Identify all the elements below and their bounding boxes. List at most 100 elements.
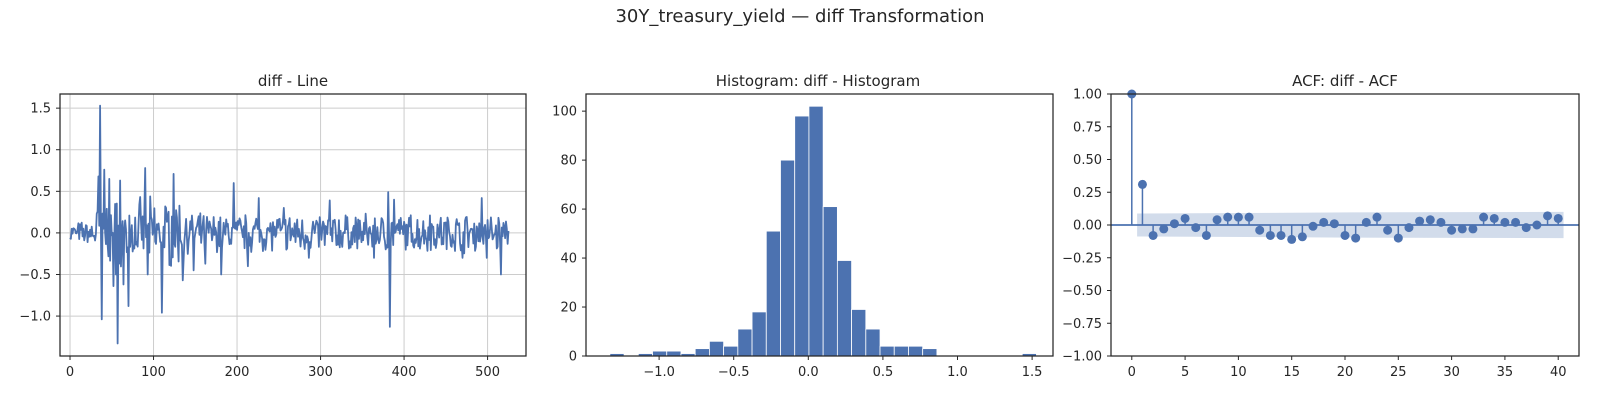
- acf-point: [1383, 225, 1393, 235]
- acf-point: [1351, 233, 1361, 243]
- line-panel-y-tick-label: 0.0: [30, 226, 51, 241]
- line-panel-y-tick-label: −0.5: [19, 268, 51, 283]
- histogram-bar: [808, 105, 824, 357]
- acf-point: [1287, 234, 1297, 244]
- acf-panel-x-tick-label: 35: [1497, 365, 1514, 380]
- diff-series-line: [69, 104, 510, 345]
- histogram-bar: [879, 345, 895, 357]
- line-panel-ticks: 0 100 200 300 400 500 −1.0 −0.5 0.0 0.5 1.0 1.5: [19, 102, 500, 380]
- acf-point: [1436, 217, 1446, 227]
- line-panel-x-tick-label: 0: [66, 365, 74, 380]
- acf-point: [1244, 212, 1254, 222]
- acf-panel-x-tick-label: 25: [1390, 365, 1407, 380]
- histogram-bar: [836, 260, 852, 357]
- acf-point: [1361, 217, 1371, 227]
- histogram-panel-y-tick-label: 40: [560, 252, 577, 267]
- acf-panel-y-tick-label: −0.25: [1062, 251, 1102, 266]
- histogram-bar: [765, 230, 781, 357]
- acf-point: [1180, 213, 1190, 223]
- line-panel-marks: [69, 104, 510, 345]
- acf-point: [1415, 216, 1425, 226]
- histogram-panel-y-tick-label: 100: [552, 105, 577, 120]
- histogram-panel-x-tick-label: −0.5: [718, 365, 750, 380]
- acf-point: [1372, 212, 1382, 222]
- histogram-panel-frame: [585, 93, 1054, 357]
- histogram-bar: [694, 348, 710, 357]
- acf-panel-x-tick-label: 0: [1128, 365, 1136, 380]
- acf-panel-y-tick-label: 0.25: [1073, 186, 1102, 201]
- histogram-panel-x-tick-label: 0.5: [873, 365, 894, 380]
- histogram-bar: [737, 328, 753, 357]
- acf-point: [1532, 220, 1542, 230]
- acf-panel: ACF: diff - ACF 0 5 10 15 20 25 30 35 40 −1.00 −0.…: [1062, 72, 1580, 381]
- acf-point: [1148, 230, 1158, 240]
- acf-panel-y-tick-label: 0.50: [1073, 153, 1102, 168]
- acf-point: [1479, 212, 1489, 222]
- acf-point: [1265, 230, 1275, 240]
- acf-point: [1276, 230, 1286, 240]
- histogram-panel-ticks: −1.0 −0.5 0.0 0.5 1.0 1.5 0 20 40 60 80 100: [552, 105, 1042, 380]
- acf-panel-title: ACF: diff - ACF: [1292, 72, 1398, 90]
- acf-point: [1340, 230, 1350, 240]
- acf-point: [1308, 221, 1318, 231]
- acf-point: [1447, 225, 1457, 235]
- histogram-bar: [709, 340, 725, 357]
- line-panel-x-tick-label: 300: [308, 365, 333, 380]
- histogram-bar: [723, 345, 739, 357]
- acf-point: [1233, 212, 1243, 222]
- histogram-bar: [908, 345, 924, 357]
- acf-point: [1319, 217, 1329, 227]
- acf-point: [1329, 219, 1339, 229]
- acf-panel-ticks: 0 5 10 15 20 25 30 35 40 −1.00 −0.75 −0.50 −0.25 0.00…: [1062, 88, 1566, 381]
- acf-panel-x-tick-label: 5: [1181, 365, 1189, 380]
- histogram-panel-y-tick-label: 0: [569, 350, 577, 365]
- acf-point: [1425, 215, 1435, 225]
- line-panel-y-tick-label: 0.5: [30, 185, 51, 200]
- acf-point: [1223, 212, 1233, 222]
- acf-point: [1201, 230, 1211, 240]
- histogram-bar: [666, 350, 682, 357]
- histogram-panel-x-tick-label: 1.5: [1022, 365, 1043, 380]
- acf-point: [1500, 217, 1510, 227]
- figure-title: 30Y_treasury_yield — diff Transformation: [615, 6, 984, 27]
- acf-point: [1137, 179, 1147, 189]
- acf-point: [1212, 215, 1222, 225]
- histogram-panel-y-tick-label: 20: [560, 301, 577, 316]
- histogram-bar: [780, 159, 796, 357]
- acf-panel-frame: [1110, 93, 1580, 357]
- acf-point: [1191, 223, 1201, 233]
- acf-point: [1159, 224, 1169, 234]
- line-panel-y-tick-label: 1.5: [30, 102, 51, 117]
- acf-point: [1521, 223, 1531, 233]
- acf-point: [1553, 213, 1563, 223]
- acf-point: [1255, 225, 1265, 235]
- line-panel-x-tick-label: 100: [141, 365, 166, 380]
- acf-panel-x-tick-label: 20: [1337, 365, 1354, 380]
- line-panel-y-tick-label: 1.0: [30, 143, 51, 158]
- histogram-bar: [652, 350, 668, 357]
- acf-panel-x-tick-label: 30: [1443, 365, 1460, 380]
- acf-panel-y-tick-label: 0.00: [1073, 219, 1102, 234]
- line-panel-y-tick-label: −1.0: [19, 310, 51, 325]
- line-panel-x-tick-label: 500: [475, 365, 500, 380]
- acf-point: [1468, 224, 1478, 234]
- histogram-bar: [922, 348, 938, 357]
- acf-point: [1393, 233, 1403, 243]
- line-panel-title: diff - Line: [258, 72, 328, 90]
- histogram-bar: [851, 309, 867, 357]
- acf-point: [1511, 217, 1521, 227]
- histogram-panel-y-tick-label: 80: [560, 154, 577, 169]
- acf-panel-x-tick-label: 40: [1550, 365, 1567, 380]
- line-panel-x-tick-label: 400: [392, 365, 417, 380]
- histogram-panel-x-tick-label: 0.0: [798, 365, 819, 380]
- histogram-panel-x-tick-label: 1.0: [947, 365, 968, 380]
- acf-point: [1457, 224, 1467, 234]
- line-panel-frame: [59, 93, 527, 357]
- acf-panel-y-tick-label: −1.00: [1062, 350, 1102, 365]
- histogram-bar: [865, 328, 881, 357]
- histogram-panel-x-tick-label: −1.0: [643, 365, 675, 380]
- acf-panel-x-tick-label: 15: [1283, 365, 1300, 380]
- histogram-bar: [794, 115, 810, 357]
- line-panel-x-tick-label: 200: [225, 365, 250, 380]
